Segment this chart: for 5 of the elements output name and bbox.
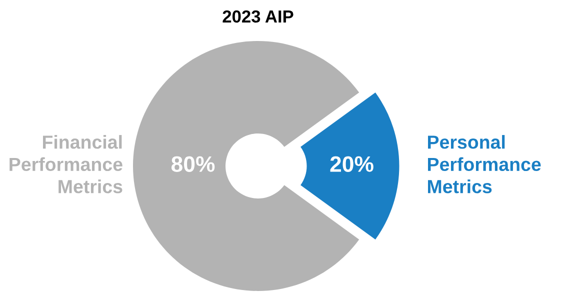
data-label: 20%: [330, 156, 374, 172]
slice-label: Personal Performance Metrics: [428, 135, 541, 194]
data-label: 80%: [171, 156, 215, 172]
slice-label: Financial Performance Metrics: [10, 135, 122, 194]
chart-title: 2023 AIP: [222, 10, 294, 23]
